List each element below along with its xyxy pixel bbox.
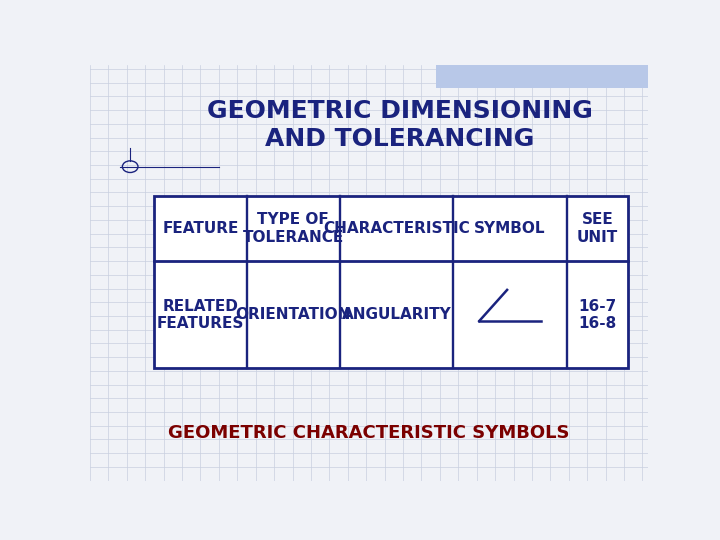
Bar bbox=[154, 196, 629, 368]
Text: ORIENTATION: ORIENTATION bbox=[235, 307, 351, 322]
Text: GEOMETRIC CHARACTERISTIC SYMBOLS: GEOMETRIC CHARACTERISTIC SYMBOLS bbox=[168, 424, 570, 442]
Text: ANGULARITY: ANGULARITY bbox=[341, 307, 451, 322]
Text: RELATED
FEATURES: RELATED FEATURES bbox=[157, 299, 244, 331]
Text: TYPE OF
TOLERANCE: TYPE OF TOLERANCE bbox=[243, 212, 344, 245]
Bar bbox=[436, 65, 648, 87]
Text: GEOMETRIC DIMENSIONING
AND TOLERANCING: GEOMETRIC DIMENSIONING AND TOLERANCING bbox=[207, 99, 593, 151]
Text: SYMBOL: SYMBOL bbox=[474, 221, 546, 236]
Text: CHARACTERISTIC: CHARACTERISTIC bbox=[323, 221, 470, 236]
Text: FEATURE: FEATURE bbox=[163, 221, 239, 236]
Text: 16-7
16-8: 16-7 16-8 bbox=[578, 299, 616, 331]
Text: SEE
UNIT: SEE UNIT bbox=[577, 212, 618, 245]
